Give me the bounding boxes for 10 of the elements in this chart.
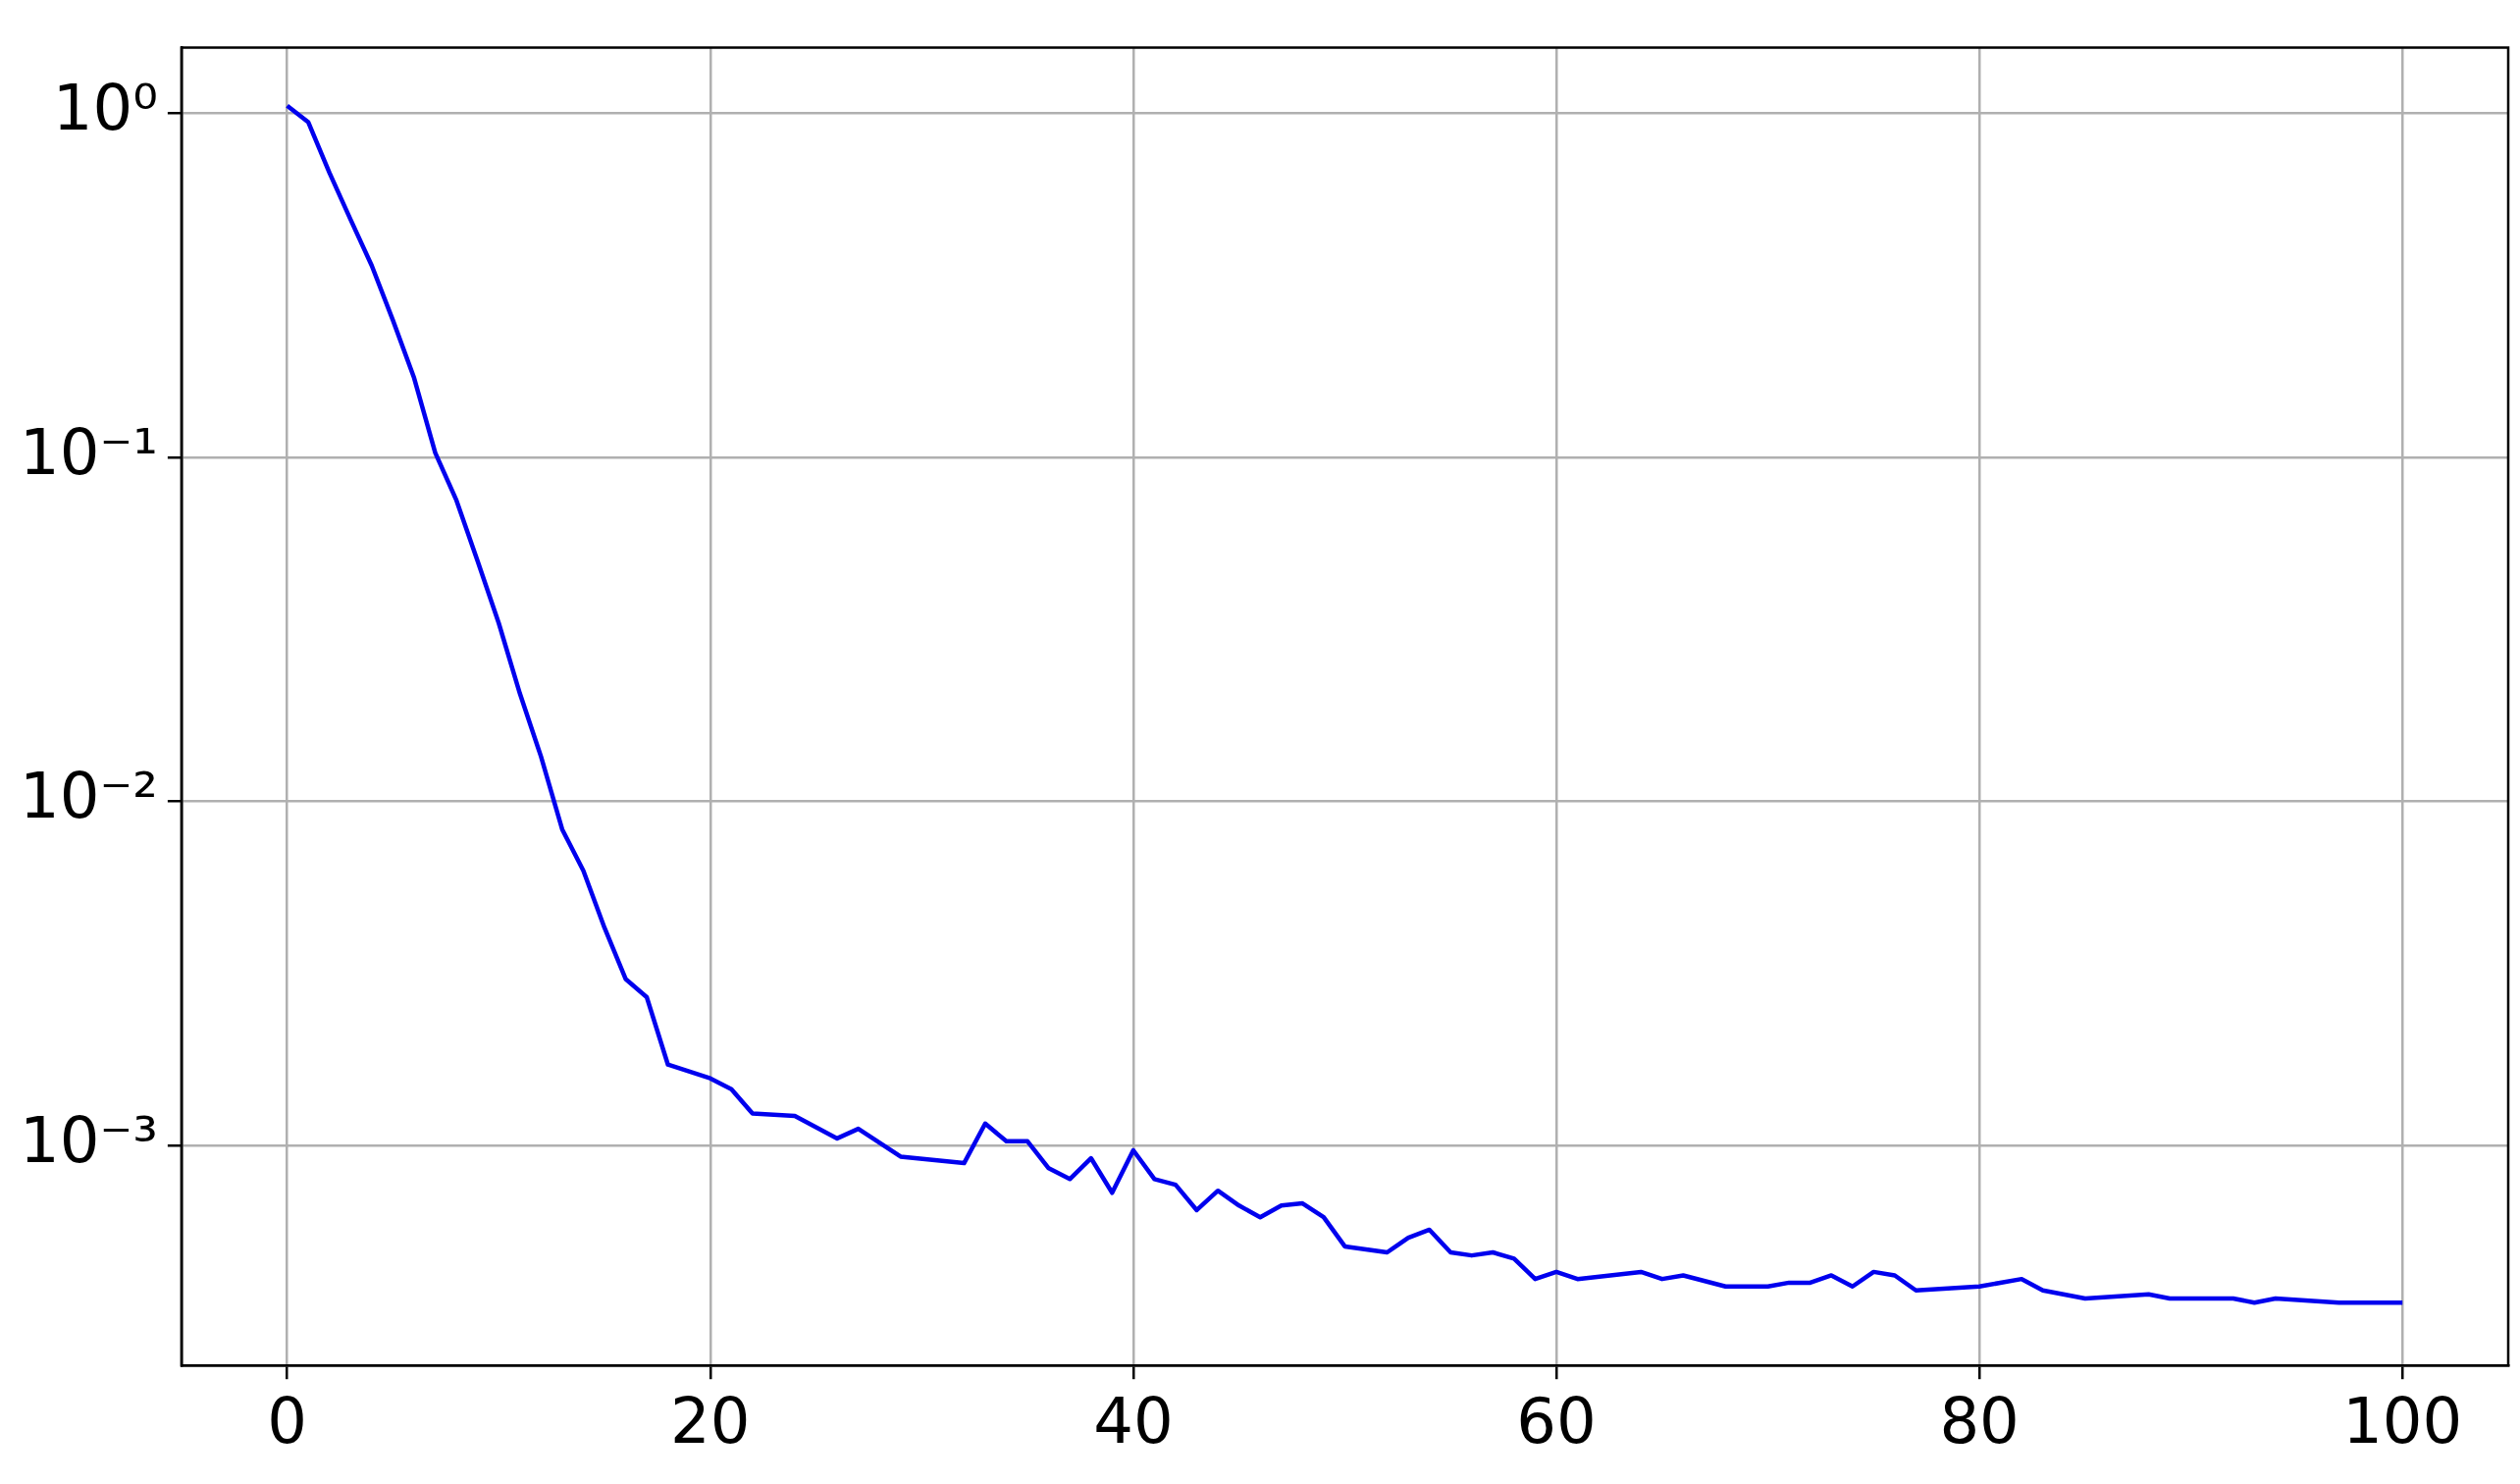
x-tick-label: 60 [1516, 1385, 1597, 1458]
y-tick-label: 10⁻¹ [20, 415, 158, 489]
x-tick-label: 80 [1939, 1385, 2020, 1458]
x-tick-label: 100 [2342, 1385, 2463, 1458]
x-tick-label: 0 [267, 1385, 308, 1458]
y-tick-label: 10⁰ [52, 71, 158, 144]
x-tick-label: 20 [670, 1385, 751, 1458]
x-tick-label: 40 [1093, 1385, 1174, 1458]
y-tick-label: 10⁻² [20, 760, 158, 833]
y-tick-label: 10⁻³ [20, 1103, 158, 1177]
